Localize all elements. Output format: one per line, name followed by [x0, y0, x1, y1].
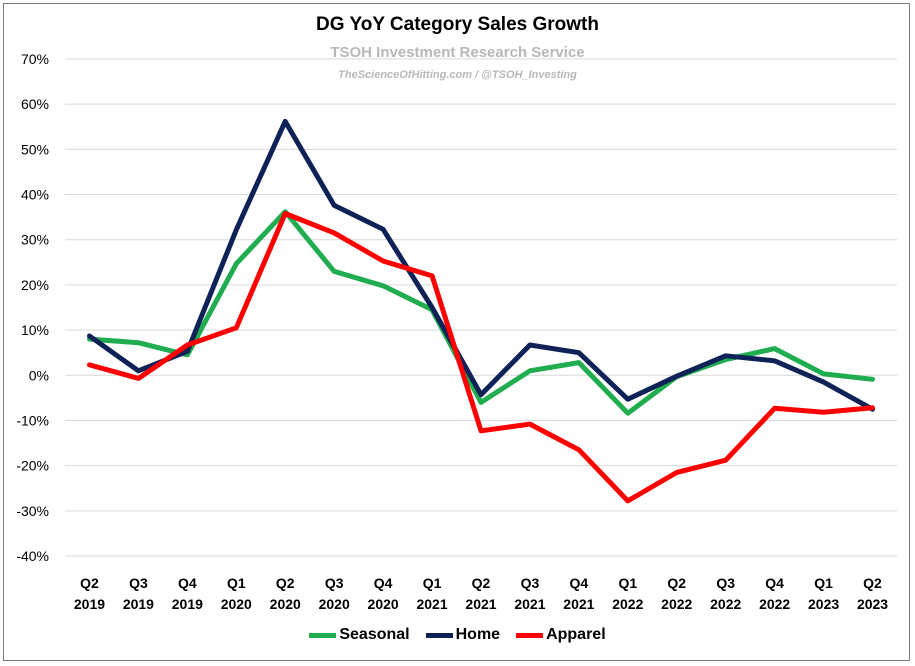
legend-item-home: Home — [425, 626, 501, 644]
chart-frame — [3, 3, 910, 661]
legend-swatch-home — [425, 632, 453, 638]
x-tick-label-year: 2022 — [759, 596, 790, 612]
legend-label-home: Home — [455, 626, 501, 643]
series-line-home — [87, 118, 875, 412]
y-tick-label: 20% — [21, 277, 49, 293]
legend-swatch-seasonal — [309, 632, 337, 638]
x-tick-label-quarter: Q4 — [570, 575, 589, 591]
legend-item-apparel: Apparel — [516, 626, 606, 644]
chart-subtitle-credit: TheScienceOfHitting.com / @TSOH_Investin… — [338, 69, 577, 81]
x-tick-label-year: 2021 — [465, 596, 496, 612]
x-tick-label-quarter: Q4 — [765, 575, 784, 591]
x-tick-label-quarter: Q3 — [325, 575, 344, 591]
series-line-apparel — [87, 211, 875, 504]
x-tick-label-quarter: Q4 — [178, 575, 197, 591]
legend: Seasonal Home Apparel — [0, 626, 915, 644]
series-lines — [87, 118, 875, 504]
y-tick-label: 30% — [21, 232, 49, 248]
x-tick-label-year: 2019 — [172, 596, 203, 612]
x-tick-label-quarter: Q2 — [667, 575, 686, 591]
x-tick-label-quarter: Q1 — [618, 575, 637, 591]
y-tick-label: 10% — [21, 322, 49, 338]
x-tick-label-year: 2023 — [808, 596, 839, 612]
x-tick-label-quarter: Q1 — [814, 575, 833, 591]
y-tick-label: 0% — [29, 367, 49, 383]
x-tick-label-year: 2022 — [612, 596, 643, 612]
legend-label-apparel: Apparel — [546, 626, 606, 643]
y-tick-label: 60% — [21, 96, 49, 112]
legend-item-seasonal: Seasonal — [309, 626, 410, 644]
x-tick-label-year: 2023 — [857, 596, 888, 612]
x-tick-label-year: 2022 — [710, 596, 741, 612]
y-tick-label: -20% — [16, 458, 49, 474]
x-tick-label-quarter: Q2 — [472, 575, 491, 591]
x-tick-label-quarter: Q3 — [521, 575, 540, 591]
x-tick-label-year: 2020 — [368, 596, 399, 612]
x-tick-label-quarter: Q1 — [227, 575, 246, 591]
x-tick-label-year: 2021 — [416, 596, 447, 612]
x-tick-label-year: 2019 — [74, 596, 105, 612]
x-tick-label-quarter: Q3 — [129, 575, 148, 591]
legend-label-seasonal: Seasonal — [339, 626, 410, 643]
x-tick-label-quarter: Q4 — [374, 575, 393, 591]
y-tick-label: 50% — [21, 141, 49, 157]
x-axis-ticks: Q2 2019 Q3 2019 Q4 2019 Q1 2020 Q2 2020 Q3 2020 Q4 20… — [74, 575, 888, 612]
y-axis-ticks: -40% -30% -20% -10% 0% 10% 20% 30% 40% 50% 60% 70% — [16, 51, 49, 564]
x-tick-label-quarter: Q1 — [423, 575, 442, 591]
x-tick-label-year: 2020 — [319, 596, 350, 612]
x-tick-label-quarter: Q2 — [276, 575, 295, 591]
x-tick-label-year: 2020 — [270, 596, 301, 612]
x-tick-label-quarter: Q2 — [863, 575, 882, 591]
chart-subtitle: TSOH Investment Research Service — [330, 44, 585, 61]
y-tick-label: -10% — [16, 412, 49, 428]
x-tick-label-year: 2021 — [514, 596, 545, 612]
x-tick-label-quarter: Q3 — [716, 575, 735, 591]
x-tick-label-year: 2021 — [563, 596, 594, 612]
chart-title: DG YoY Category Sales Growth — [316, 14, 599, 35]
series-line-seasonal — [87, 209, 875, 416]
gridlines — [65, 58, 897, 557]
y-tick-label: -40% — [16, 548, 49, 564]
y-tick-label: 70% — [21, 51, 49, 67]
y-tick-label: -30% — [16, 503, 49, 519]
legend-swatch-apparel — [516, 632, 544, 638]
x-tick-label-year: 2020 — [221, 596, 252, 612]
x-tick-label-quarter: Q2 — [80, 575, 99, 591]
y-tick-label: 40% — [21, 187, 49, 203]
x-tick-label-year: 2019 — [123, 596, 154, 612]
x-tick-label-year: 2022 — [661, 596, 692, 612]
